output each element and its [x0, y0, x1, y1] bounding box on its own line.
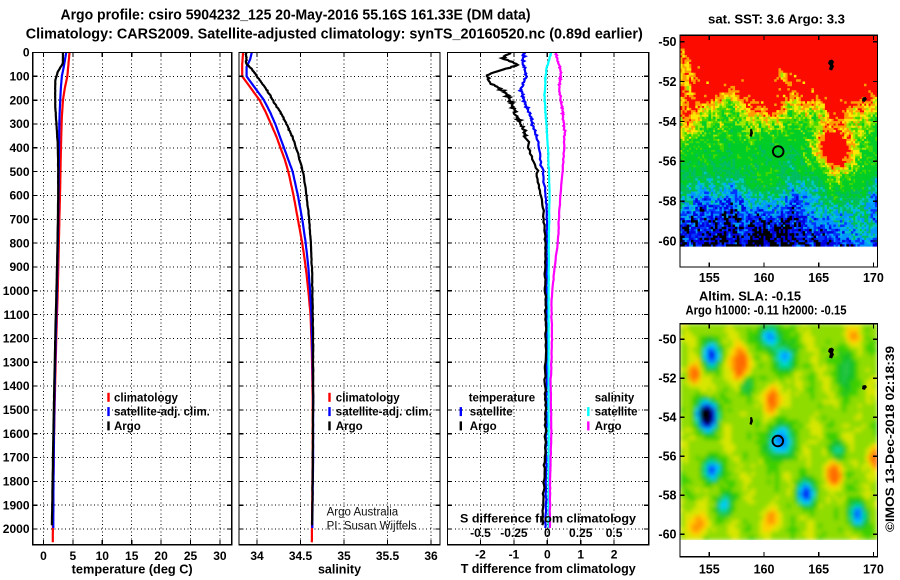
- svg-text:0: 0: [23, 46, 30, 60]
- svg-text:155: 155: [699, 271, 720, 285]
- svg-text:160: 160: [754, 563, 775, 577]
- svg-text:15: 15: [125, 549, 139, 563]
- svg-text:Argo Australia: Argo Australia: [327, 507, 399, 519]
- svg-text:10: 10: [96, 549, 110, 563]
- svg-text:-50: -50: [658, 35, 676, 49]
- svg-text:1400: 1400: [3, 379, 30, 393]
- svg-text:1900: 1900: [3, 498, 30, 512]
- svg-text:36: 36: [424, 549, 438, 563]
- svg-text:-56: -56: [658, 155, 676, 169]
- svg-text:-1: -1: [509, 548, 520, 562]
- svg-text:1500: 1500: [3, 403, 30, 417]
- svg-text:600: 600: [9, 189, 29, 203]
- svg-text:-0.25: -0.25: [500, 526, 528, 540]
- svg-text:34.5: 34.5: [289, 549, 313, 563]
- svg-text:-2: -2: [475, 548, 486, 562]
- svg-text:2: 2: [611, 548, 618, 562]
- svg-text:satellite-adj. clim.: satellite-adj. clim.: [336, 407, 432, 419]
- svg-text:satellite: satellite: [595, 407, 638, 419]
- svg-text:200: 200: [9, 93, 29, 107]
- svg-text:170: 170: [863, 563, 884, 577]
- svg-text:1700: 1700: [3, 451, 30, 465]
- svg-text:S difference from climatology: S difference from climatology: [460, 511, 636, 525]
- svg-text:temperature: temperature: [469, 392, 535, 404]
- svg-text:500: 500: [9, 165, 29, 179]
- svg-text:sat. SST: 3.6 Argo: 3.3: sat. SST: 3.6 Argo: 3.3: [708, 12, 845, 27]
- svg-text:Argo profile: csiro 5904232_12: Argo profile: csiro 5904232_125 20-May-2…: [61, 7, 531, 23]
- svg-text:-0.5: -0.5: [470, 526, 491, 540]
- svg-text:170: 170: [863, 271, 884, 285]
- svg-text:1200: 1200: [3, 332, 30, 346]
- svg-text:155: 155: [699, 563, 720, 577]
- svg-text:Climatology: CARS2009. Satelli: Climatology: CARS2009. Satellite-adjuste…: [26, 26, 643, 42]
- svg-text:0.5: 0.5: [606, 526, 623, 540]
- svg-text:0: 0: [40, 549, 47, 563]
- svg-text:PI: Susan Wijffels: PI: Susan Wijffels: [327, 521, 417, 533]
- svg-text:temperature (deg C): temperature (deg C): [72, 563, 193, 577]
- svg-text:0.25: 0.25: [569, 526, 593, 540]
- svg-text:1600: 1600: [3, 427, 30, 441]
- svg-text:1800: 1800: [3, 475, 30, 489]
- svg-text:©IMOS 13-Dec-2018 02:18:39: ©IMOS 13-Dec-2018 02:18:39: [885, 346, 897, 532]
- svg-text:Argo: Argo: [114, 421, 141, 433]
- svg-text:165: 165: [808, 271, 829, 285]
- svg-text:1300: 1300: [3, 355, 30, 369]
- svg-text:700: 700: [9, 213, 29, 227]
- svg-text:0: 0: [544, 526, 551, 540]
- svg-text:salinity: salinity: [595, 392, 635, 404]
- svg-text:35.5: 35.5: [376, 549, 400, 563]
- svg-text:35: 35: [337, 549, 351, 563]
- svg-text:400: 400: [9, 141, 29, 155]
- svg-text:0: 0: [544, 548, 551, 562]
- svg-text:Altim. SLA: -0.15: Altim. SLA: -0.15: [699, 289, 801, 304]
- svg-text:300: 300: [9, 117, 29, 131]
- svg-text:T difference from climatology: T difference from climatology: [461, 562, 636, 576]
- svg-text:2000: 2000: [3, 522, 30, 536]
- svg-text:1000: 1000: [3, 284, 30, 298]
- svg-text:20: 20: [154, 549, 168, 563]
- svg-text:Argo: Argo: [470, 421, 497, 433]
- svg-text:-60: -60: [658, 528, 676, 542]
- svg-text:800: 800: [9, 236, 29, 250]
- svg-text:-52: -52: [658, 372, 676, 386]
- svg-text:Argo: Argo: [595, 421, 622, 433]
- svg-text:-58: -58: [658, 195, 676, 209]
- svg-text:-52: -52: [658, 75, 676, 89]
- svg-text:salinity: salinity: [318, 563, 361, 577]
- svg-text:100: 100: [9, 70, 29, 84]
- svg-text:-58: -58: [658, 489, 676, 503]
- svg-text:-54: -54: [658, 115, 676, 129]
- svg-text:25: 25: [184, 549, 198, 563]
- svg-text:34: 34: [250, 549, 264, 563]
- svg-text:5: 5: [70, 549, 77, 563]
- svg-text:Argo h1000: -0.11 h2000: -0.15: Argo h1000: -0.11 h2000: -0.15: [686, 303, 847, 318]
- svg-text:900: 900: [9, 260, 29, 274]
- svg-text:satellite-adj. clim.: satellite-adj. clim.: [114, 407, 210, 419]
- svg-text:30: 30: [213, 549, 227, 563]
- svg-text:-56: -56: [658, 450, 676, 464]
- svg-text:1100: 1100: [3, 308, 29, 322]
- svg-text:satellite: satellite: [470, 407, 513, 419]
- svg-text:climatology: climatology: [336, 392, 401, 404]
- svg-text:-54: -54: [658, 411, 676, 425]
- svg-text:-50: -50: [658, 333, 676, 347]
- svg-text:climatology: climatology: [114, 392, 179, 404]
- svg-text:Argo: Argo: [336, 421, 363, 433]
- svg-text:1: 1: [577, 548, 584, 562]
- svg-text:160: 160: [754, 271, 775, 285]
- svg-text:-60: -60: [658, 234, 676, 248]
- svg-text:165: 165: [808, 563, 829, 577]
